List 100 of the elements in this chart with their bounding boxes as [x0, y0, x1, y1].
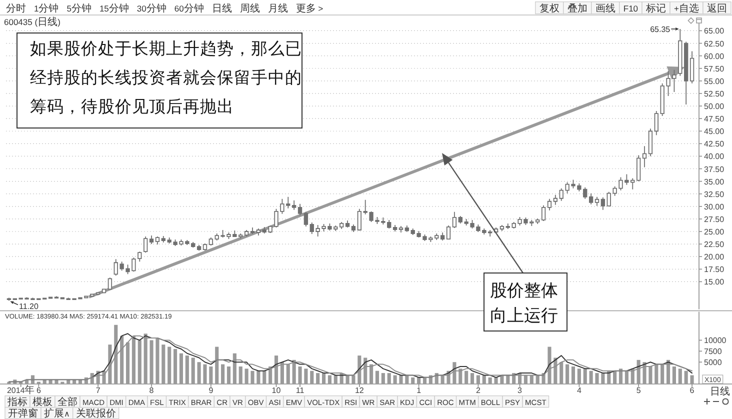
candlestick: [648, 128, 653, 157]
candlestick: [541, 204, 546, 222]
bar: [678, 368, 682, 384]
bar: [114, 324, 118, 384]
text: 日线: [212, 2, 232, 14]
y-tick-label: 30.00: [704, 202, 725, 212]
text: 关联报价: [76, 408, 116, 419]
candlestick: [690, 50, 694, 84]
bar: [381, 373, 385, 384]
text: 5分钟: [66, 2, 92, 14]
y-tick-label: 62.50: [704, 39, 725, 48]
bar: [144, 334, 148, 384]
bar: [660, 364, 664, 384]
bar: [417, 377, 421, 384]
y-tick-label: 45.00: [704, 127, 725, 136]
text: 15分钟: [99, 2, 129, 14]
text: 全部: [58, 396, 78, 408]
candlestick: [155, 236, 160, 245]
candlestick: [208, 237, 213, 246]
y-tick-label: 57.50: [704, 64, 725, 74]
bar: [530, 375, 534, 384]
bar: [500, 375, 504, 384]
x-tick-label: 5: [636, 386, 642, 395]
candlestick: [594, 196, 600, 206]
y-tick-label: 22.50: [704, 240, 725, 250]
bar: [470, 373, 474, 384]
bar: [387, 373, 391, 384]
candlestick: [536, 218, 540, 224]
bar: [274, 356, 278, 384]
bar: [648, 366, 652, 384]
bar: [566, 364, 570, 384]
candlestick: [642, 146, 647, 168]
x-tick-label: 3: [518, 386, 523, 395]
bar: [256, 370, 260, 384]
bar: [328, 375, 332, 384]
candlestick: [446, 225, 451, 240]
bar: [524, 375, 528, 384]
bar: [316, 373, 320, 384]
text: 指标: [6, 396, 28, 408]
text: 标记: [645, 2, 666, 14]
bar: [654, 364, 658, 384]
y-tick-label: 32.50: [704, 190, 725, 199]
bar: [168, 346, 172, 384]
candlestick: [6, 297, 12, 302]
text: 扩展∧: [44, 408, 70, 419]
bar: [560, 362, 564, 384]
x-tick-label: 4: [576, 386, 582, 395]
text: 模板: [32, 396, 52, 408]
candlestick: [304, 211, 308, 227]
bar: [554, 358, 558, 384]
annotation: 11.20: [18, 302, 39, 311]
candlestick: [392, 224, 398, 232]
candlestick: [161, 236, 166, 243]
annotation: 如果股价处于长期上升趋势，那么已经持股的长线投资者就会保留手中的筹码，待股价见顶后再抛出: [30, 39, 302, 116]
bar: [352, 375, 356, 384]
bar: [624, 370, 628, 384]
text: 更多 >: [296, 2, 324, 14]
y-tick-label: 20.00: [704, 252, 725, 262]
y-tick-label: 42.50: [704, 140, 725, 149]
bar: [126, 342, 130, 384]
candlestick: [244, 230, 249, 237]
bar: [405, 375, 409, 384]
bar: [642, 362, 646, 384]
text: 日线: [710, 386, 730, 398]
bar: [322, 373, 326, 384]
bar: [232, 353, 236, 384]
bar: [334, 375, 338, 384]
bar: [411, 377, 415, 384]
bar: [185, 356, 189, 384]
bar: [150, 340, 154, 384]
candlestick: [108, 277, 112, 290]
bar: [488, 377, 492, 384]
bar: [370, 364, 374, 384]
text: F10: [623, 4, 638, 14]
y-tick-label: 15.00: [704, 278, 725, 287]
candlestick: [547, 198, 552, 211]
bar: [226, 366, 231, 384]
candlestick: [96, 292, 100, 296]
candlestick: [292, 200, 296, 210]
candlestick: [345, 220, 350, 228]
y-tick-label: 65.00: [704, 26, 725, 36]
bar: [618, 368, 623, 384]
x-tick-label: 11: [296, 386, 305, 395]
x-tick-label: 7: [96, 386, 101, 395]
bar: [672, 366, 676, 384]
y-tick-label: 40.00: [704, 152, 725, 162]
text: 画线: [595, 2, 616, 14]
candlestick: [488, 230, 492, 237]
y-tick-label: 47.50: [704, 114, 725, 124]
bar: [162, 344, 166, 384]
candlestick: [144, 236, 148, 254]
bar: [464, 370, 468, 384]
y-tick-label: 37.50: [704, 164, 725, 174]
bar: [548, 346, 552, 384]
x-tick-label: 8: [149, 386, 154, 395]
candlestick: [250, 227, 255, 234]
y-tick-label: 10000: [704, 336, 727, 346]
x-tick-label: 9: [208, 386, 214, 395]
candlestick: [398, 226, 404, 233]
bar: [197, 362, 201, 384]
